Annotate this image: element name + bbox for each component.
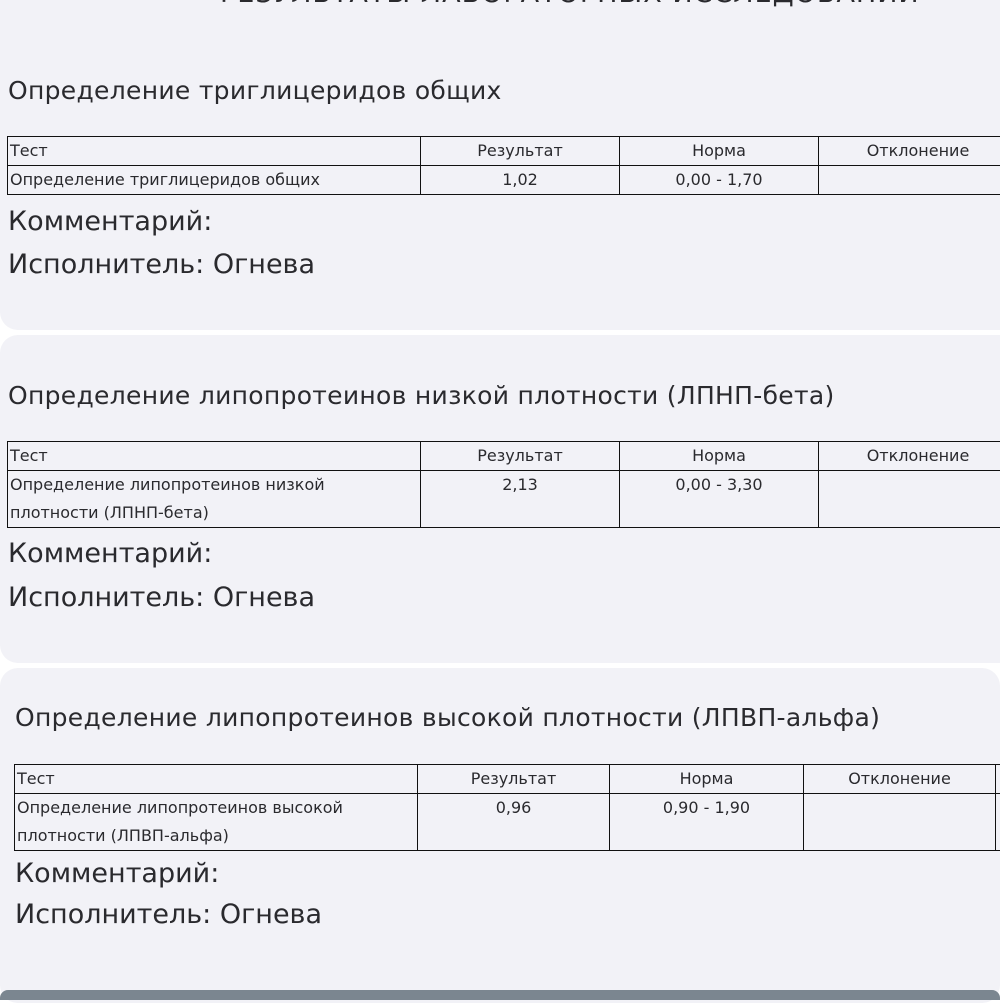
header-deviation: Отклонение <box>819 442 1000 471</box>
header-extra <box>996 765 1000 794</box>
comment-label: Комментарий: <box>8 206 212 237</box>
header-norm: Норма <box>620 442 819 471</box>
comment-label: Комментарий: <box>8 538 212 569</box>
header-result: Результат <box>418 765 610 794</box>
table-header-row: Тест Результат Норма Отклонение <box>15 765 1000 794</box>
table-row: Определение липопротеинов низкой плотнос… <box>8 471 1000 528</box>
results-table: Тест Результат Норма Отклонение Определе… <box>7 441 1000 528</box>
cell-test: Определение липопротеинов высокой плотно… <box>15 794 418 851</box>
table-header-row: Тест Результат Норма Отклонение <box>8 442 1000 471</box>
executor: Исполнитель: Огнева <box>15 899 322 930</box>
results-table: Тест Результат Норма Отклонение Определе… <box>14 764 1000 851</box>
cell-extra <box>996 794 1000 851</box>
cell-deviation <box>819 166 1000 195</box>
executor: Исполнитель: Огнева <box>8 582 315 613</box>
cell-deviation <box>804 794 996 851</box>
cell-result: 2,13 <box>421 471 620 528</box>
comment-label: Комментарий: <box>15 858 219 889</box>
executor: Исполнитель: Огнева <box>8 249 315 280</box>
header-test: Тест <box>15 765 418 794</box>
section-title: Определение триглицеридов общих <box>8 76 502 105</box>
header-norm: Норма <box>610 765 804 794</box>
cell-test: Определение липопротеинов низкой плотнос… <box>8 471 421 528</box>
header-test: Тест <box>8 137 421 166</box>
cell-norm: 0,00 - 3,30 <box>620 471 819 528</box>
cell-result: 1,02 <box>421 166 620 195</box>
header-result: Результат <box>421 442 620 471</box>
cell-test: Определение триглицеридов общих <box>8 166 421 195</box>
results-table: Тест Результат Норма Отклонение Определе… <box>7 136 1000 195</box>
cell-norm: 0,00 - 1,70 <box>620 166 819 195</box>
section-title: Определение липопротеинов низкой плотнос… <box>8 381 835 410</box>
table-row: Определение триглицеридов общих 1,02 0,0… <box>8 166 1000 195</box>
cell-norm: 0,90 - 1,90 <box>610 794 804 851</box>
table-header-row: Тест Результат Норма Отклонение <box>8 137 1000 166</box>
cell-deviation <box>819 471 1000 528</box>
section-title: Определение липопротеинов высокой плотно… <box>15 703 880 732</box>
bottom-bar <box>0 990 1000 1000</box>
header-norm: Норма <box>620 137 819 166</box>
table-row: Определение липопротеинов высокой плотно… <box>15 794 1000 851</box>
header-deviation: Отклонение <box>819 137 1000 166</box>
cell-result: 0,96 <box>418 794 610 851</box>
header-result: Результат <box>421 137 620 166</box>
header-deviation: Отклонение <box>804 765 996 794</box>
header-test: Тест <box>8 442 421 471</box>
document-title: РЕЗУЛЬТАТЫ ЛАБОРАТОРНЫХ ИССЛЕДОВАНИЙ <box>220 0 920 9</box>
